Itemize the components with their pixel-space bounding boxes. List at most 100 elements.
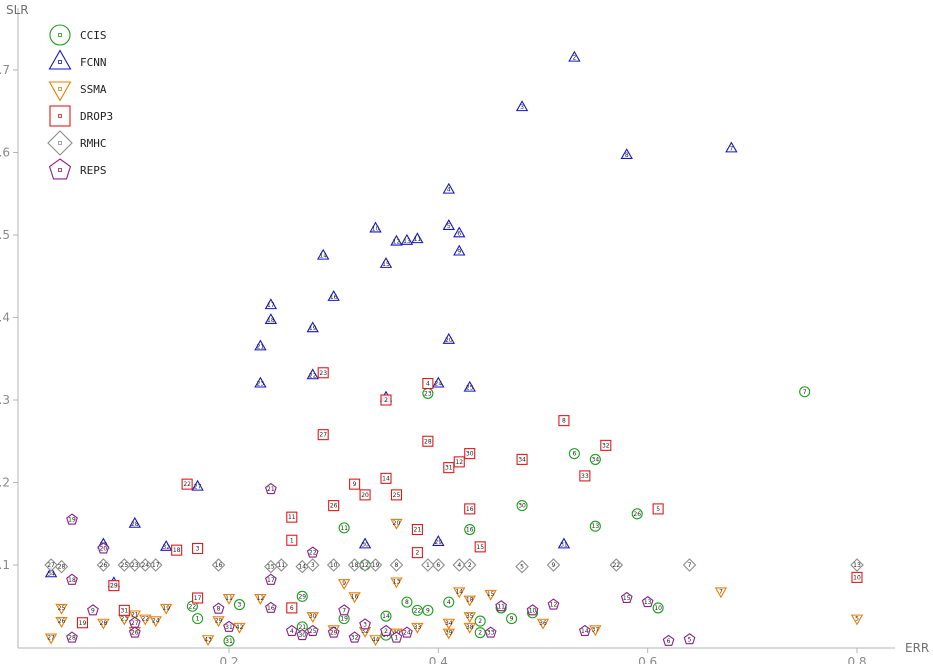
rmhc-point [274, 558, 289, 572]
point-label: 17 [152, 562, 160, 569]
point-label: 18 [351, 562, 359, 569]
reps-point [401, 626, 413, 638]
fcnn-point [44, 566, 58, 578]
fcnn-point [453, 244, 466, 256]
reps-point [306, 624, 319, 636]
ssma-point [44, 633, 58, 645]
point-label: 23 [257, 381, 265, 388]
point-label: 18 [267, 317, 275, 324]
point-label: 28 [100, 620, 108, 627]
reps-point [578, 624, 591, 636]
point-label: 15 [382, 261, 390, 268]
point-label: 18 [173, 547, 181, 554]
rmhc-point [96, 558, 111, 572]
legend-marker-dot [58, 87, 62, 91]
rmhc-point [452, 558, 467, 572]
point-label: 29 [110, 583, 118, 590]
point-label: 12 [361, 562, 369, 569]
reps-point [547, 598, 560, 610]
drop3-point [600, 439, 612, 451]
point-label: 19 [309, 325, 317, 332]
point-label: 17 [267, 577, 275, 584]
x-tick-label: 0.2 [219, 655, 238, 664]
point-label: 30 [518, 503, 526, 510]
ssma-point [201, 635, 215, 647]
drop3-point [579, 470, 591, 482]
point-label: 32 [162, 544, 170, 551]
point-label: 8 [395, 562, 399, 569]
drop3-point [192, 542, 204, 555]
point-label: 16 [351, 593, 359, 600]
point-label: 21 [131, 612, 139, 619]
fcnn-point [191, 479, 204, 491]
legend: CCIS FCNN SSMA DROP3 RMHC REPS [47, 24, 113, 180]
point-label: 2 [478, 630, 482, 637]
ssma-point [411, 622, 424, 634]
point-label: 5 [656, 506, 660, 513]
ssma-point [442, 618, 455, 630]
point-label: 12 [550, 602, 558, 609]
point-label: 31 [225, 638, 233, 645]
point-label: 23 [131, 562, 139, 569]
point-label: 10 [654, 605, 662, 612]
fcnn-point [379, 257, 393, 268]
point-label: 17 [194, 595, 202, 602]
point-label: 19 [68, 517, 76, 524]
ccis-point [474, 615, 486, 627]
x-axis-title: ERR [905, 641, 929, 655]
ccis-point [192, 613, 204, 625]
point-label: 19 [372, 562, 380, 569]
point-label: 5 [520, 564, 524, 571]
ccis-point [474, 627, 486, 639]
drop3-point [474, 541, 486, 553]
rmhc-point [148, 558, 163, 572]
point-label: 30 [298, 632, 306, 639]
legend-marker-dot [58, 114, 62, 118]
drop3-point [359, 489, 371, 501]
drop3-point [181, 478, 193, 490]
point-label: 21 [414, 527, 422, 534]
legend-marker-dot [58, 141, 62, 145]
ssma-point [55, 617, 68, 628]
legend-marker-ccis [49, 24, 71, 46]
point-label: 16 [466, 506, 474, 513]
drop3-point [380, 394, 392, 406]
reps-point [359, 618, 371, 630]
fcnn-point [515, 100, 529, 112]
point-label: 4 [426, 381, 430, 388]
fcnn-point [128, 516, 141, 528]
point-label: 2 [468, 562, 472, 569]
rmhc-point [389, 558, 404, 572]
reps-point [128, 616, 141, 628]
ccis-point [422, 604, 434, 616]
ccis-point [338, 522, 350, 534]
reps-point [390, 631, 403, 643]
point-label: 34 [592, 456, 600, 463]
legend-label: RMHC [80, 137, 107, 150]
rmhc-point [54, 559, 69, 574]
rmhc-point [128, 558, 142, 572]
y-tick-label: 0.6 [0, 146, 10, 160]
point-label: 7 [342, 607, 346, 614]
y-tick-label: 0.2 [0, 476, 10, 490]
drop3-point [453, 456, 465, 468]
point-label: 14 [382, 613, 390, 620]
y-axis-title: SLR [6, 3, 29, 17]
y-tick-label: 0.4 [0, 311, 10, 325]
point-label: 7 [729, 145, 733, 152]
point-label: 27 [194, 484, 202, 491]
point-label: 29 [435, 539, 443, 546]
ccis-point [401, 596, 413, 608]
point-label: 4 [457, 562, 461, 569]
ssma-point [337, 579, 351, 591]
point-label: 25 [58, 605, 66, 612]
ssma-point [369, 635, 382, 647]
point-label: 32 [602, 442, 610, 449]
point-label: 13 [853, 562, 861, 569]
point-label: 25 [309, 628, 317, 635]
fcnn-point [442, 182, 455, 194]
fcnn-point [725, 141, 738, 153]
ssma-point [463, 595, 476, 607]
